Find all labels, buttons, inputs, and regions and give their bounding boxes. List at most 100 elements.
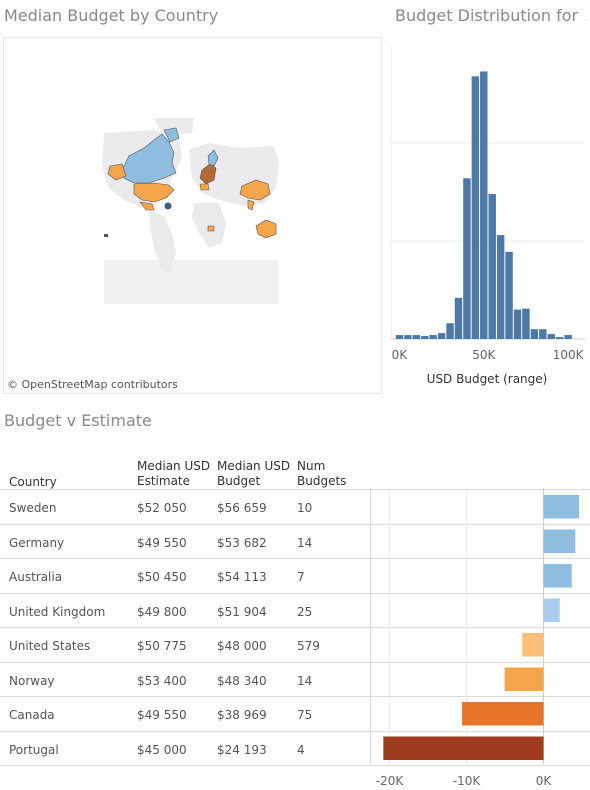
table-header-divider	[0, 489, 590, 490]
header-estimate-line1: Median USD	[137, 459, 211, 473]
cell-num: 14	[297, 535, 313, 550]
histogram-bar[interactable]	[429, 335, 437, 339]
table-row[interactable]: Germany $49 550 $53 682 14	[0, 525, 370, 560]
map-canvas[interactable]	[4, 38, 383, 395]
table-row[interactable]: United States $50 775 $48 000 579	[0, 628, 370, 663]
histogram-bar[interactable]	[564, 335, 572, 339]
histogram-bar[interactable]	[488, 193, 496, 339]
histogram-tick-label: 100K	[553, 348, 585, 362]
cell-estimate: $45 000	[137, 742, 187, 757]
table-row[interactable]: Australia $50 450 $54 113 7	[0, 559, 370, 594]
header-estimate-line2: Estimate	[137, 474, 191, 488]
cell-budget: $48 000	[217, 639, 267, 653]
cell-budget: $24 193	[217, 742, 267, 757]
bar-australia[interactable]	[543, 564, 572, 588]
histogram-bars	[395, 71, 572, 340]
cell-estimate: $52 050	[137, 501, 187, 515]
table-row[interactable]: Portugal $45 000 $24 193 4	[0, 732, 370, 767]
histogram-bar[interactable]	[555, 337, 564, 339]
histogram-bar[interactable]	[437, 333, 446, 339]
histogram-bar[interactable]	[446, 323, 454, 339]
histogram-bar[interactable]	[421, 336, 429, 339]
map-attribution[interactable]: © OpenStreetMap contributors	[7, 378, 178, 391]
table-row[interactable]: Norway $53 400 $48 340 14	[0, 663, 370, 698]
cell-num: 579	[297, 639, 320, 653]
histogram-bar[interactable]	[505, 251, 513, 339]
map-country-europe-south[interactable]	[199, 183, 210, 191]
histogram-x-ticks: 0K 50K 100K	[392, 348, 585, 362]
cell-country: Norway	[9, 673, 55, 688]
bar-tick-label: 0K	[536, 774, 553, 788]
header-country[interactable]: Country	[9, 475, 57, 489]
histogram-bar[interactable]	[404, 335, 412, 339]
bar-germany[interactable]	[543, 529, 576, 554]
histogram-bar[interactable]	[412, 335, 421, 339]
header-num-budgets[interactable]: Num Budgets	[297, 459, 346, 489]
table-row-divider	[0, 592, 590, 594]
histogram-bar[interactable]	[539, 329, 547, 339]
table-row[interactable]: Canada $49 550 $38 969 75	[0, 697, 370, 732]
map-island-marker	[104, 234, 108, 237]
bar-x-ticks: -20K -10K 0K	[376, 774, 553, 788]
map-country-se-asia[interactable]	[207, 225, 215, 232]
cell-num: 10	[297, 501, 313, 515]
cell-estimate: $49 550	[137, 708, 187, 722]
map-country-australia[interactable]	[255, 219, 277, 239]
bar-united-kingdom[interactable]	[543, 598, 560, 623]
map-title: Median Budget by Country	[4, 6, 219, 25]
cell-estimate: $50 775	[137, 639, 187, 653]
header-budget[interactable]: Median USD Budget	[217, 459, 290, 489]
cell-estimate: $53 400	[137, 673, 187, 688]
cell-country: Canada	[9, 708, 55, 722]
map-point-marker[interactable]	[164, 202, 172, 210]
map-country-us-alaska[interactable]	[107, 163, 127, 181]
cell-budget: $54 113	[217, 570, 267, 584]
cell-num: 75	[297, 708, 313, 722]
histogram-bar[interactable]	[471, 76, 480, 340]
map-country-india[interactable]	[247, 199, 255, 211]
cell-country: Sweden	[9, 501, 57, 515]
bar-marks	[383, 495, 579, 760]
bar-norway[interactable]	[504, 667, 544, 692]
histogram-tick-label: 50K	[472, 348, 496, 362]
histogram-bar[interactable]	[463, 178, 471, 339]
map-country-scandinavia[interactable]	[207, 149, 219, 167]
cell-country: United Kingdom	[9, 604, 106, 619]
histogram-title: Budget Distribution for ..	[395, 6, 585, 25]
table-row[interactable]: Sweden $52 050 $56 659 10	[0, 490, 370, 525]
header-budget-line1: Median USD	[217, 459, 291, 473]
cell-estimate: $49 550	[137, 535, 187, 550]
map-country-greenland[interactable]	[163, 127, 180, 143]
histogram-bar[interactable]	[395, 335, 404, 339]
header-budget-line2: Budget	[217, 474, 261, 488]
histogram-bar[interactable]	[454, 297, 463, 339]
bar-sweden[interactable]	[543, 495, 579, 519]
map-country-mexico[interactable]	[139, 201, 155, 211]
histogram-bar[interactable]	[496, 235, 505, 339]
bar-portugal[interactable]	[383, 736, 544, 761]
table-row[interactable]: United Kingdom $49 800 $51 904 25	[0, 594, 370, 629]
map-view[interactable]: © OpenStreetMap contributors	[3, 37, 382, 394]
header-num-line1: Num	[297, 459, 326, 473]
map-country-china[interactable]	[239, 179, 271, 201]
table-row-divider	[0, 730, 590, 732]
cell-estimate: $49 800	[137, 604, 187, 619]
cell-budget: $56 659	[217, 501, 267, 515]
histogram-bar[interactable]	[530, 329, 539, 339]
header-estimate[interactable]: Median USD Estimate	[137, 459, 210, 489]
bar-tick-label: -20K	[376, 774, 405, 788]
world-land	[102, 118, 279, 304]
histogram-gridlines	[390, 45, 585, 340]
cell-budget: $51 904	[217, 604, 267, 619]
histogram-bar[interactable]	[547, 334, 555, 339]
map-country-united-states[interactable]	[133, 182, 175, 203]
bar-tick-label: -10K	[453, 774, 482, 788]
histogram-bar[interactable]	[522, 308, 530, 339]
histogram-bar[interactable]	[480, 71, 488, 340]
cell-estimate: $50 450	[137, 570, 187, 584]
bar-canada[interactable]	[462, 702, 544, 726]
bar-united-states[interactable]	[522, 633, 544, 657]
histogram-bar[interactable]	[513, 309, 522, 339]
map-country-canada[interactable]	[121, 133, 177, 184]
cell-num: 14	[297, 673, 313, 688]
